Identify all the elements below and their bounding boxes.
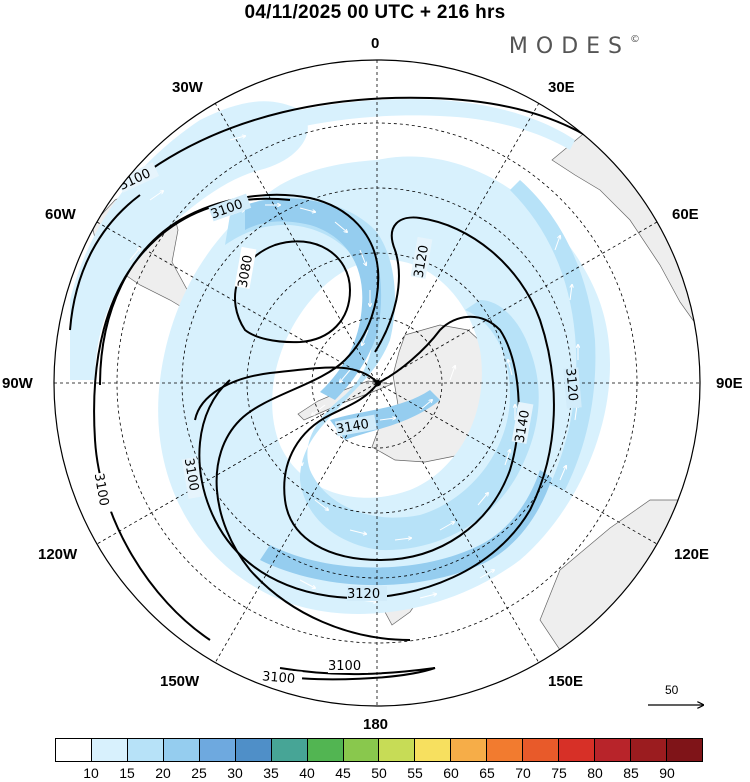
colorbar-tick-label: 85	[623, 765, 639, 781]
contour-3100-north	[99, 193, 411, 641]
colorbar-tick-label: 80	[587, 765, 603, 781]
colorbar-tick-label: 25	[191, 765, 207, 781]
colorbar-tick-label: 70	[515, 765, 531, 781]
colorbar-swatch	[666, 739, 702, 761]
brand-name: MODES	[508, 34, 630, 59]
lon-label-120e: 120E	[674, 546, 710, 563]
colorbar-tick-label: 40	[299, 765, 315, 781]
contour-3100-south	[279, 667, 436, 681]
contour-label: 3140	[335, 417, 370, 438]
colorbar-swatch	[487, 739, 524, 761]
brand-mark: ©	[630, 34, 640, 45]
lon-label-30w: 30W	[172, 79, 203, 96]
lon-label-120w: 120W	[38, 546, 78, 563]
lon-label-90w: 90W	[2, 375, 33, 392]
lon-label-60e: 60E	[672, 206, 699, 223]
colorbar	[55, 738, 703, 762]
colorbar-tick-label: 65	[479, 765, 495, 781]
height-contours	[69, 96, 586, 681]
colorbar-tick-label: 10	[83, 765, 99, 781]
colorbar-tick-label: 20	[155, 765, 171, 781]
map-boundary	[53, 59, 701, 707]
contour-3120-west	[194, 366, 379, 421]
contour-label: 3120	[562, 367, 580, 401]
contour-label: 3140	[513, 409, 534, 444]
contour-label: 3120	[412, 244, 433, 279]
reference-vector-label: 50	[665, 683, 679, 697]
lon-label-150w: 150W	[160, 673, 200, 690]
colorbar-swatch	[415, 739, 452, 761]
colorbar-swatch	[379, 739, 416, 761]
lon-label-30e: 30E	[548, 79, 575, 96]
colorbar-tick-label: 75	[551, 765, 567, 781]
wind-band-streak-right	[510, 180, 596, 490]
lon-label-180: 180	[363, 716, 389, 733]
contour-label: 3080	[236, 254, 257, 289]
colorbar-swatch	[91, 739, 128, 761]
contour-3140	[283, 315, 520, 562]
colorbar-swatch	[631, 739, 667, 761]
colorbar-swatch	[199, 739, 236, 761]
map-title: 04/11/2025 00 UTC + 216 hrs	[244, 2, 506, 23]
colorbar-swatch	[343, 739, 380, 761]
colorbar-swatch	[163, 739, 200, 761]
colorbar-swatch	[235, 739, 272, 761]
wind-band-streak-top	[180, 99, 575, 165]
colorbar-tick-label: 90	[659, 765, 675, 781]
colorbar-tick-label: 60	[443, 765, 459, 781]
colorbar-swatch	[523, 739, 560, 761]
lon-label-60w: 60W	[45, 206, 76, 223]
colorbar-tick-label: 15	[119, 765, 135, 781]
colorbar-swatch	[595, 739, 631, 761]
colorbar-swatch	[127, 739, 164, 761]
lon-label-150e: 150E	[548, 673, 584, 690]
contour-label: 3100	[261, 669, 295, 687]
contour-label: 3120	[347, 587, 380, 602]
colorbar-tick-label: 30	[227, 765, 243, 781]
contour-label: 3100	[181, 457, 202, 492]
colorbar-swatch	[451, 739, 488, 761]
contour-label: 3100	[91, 472, 112, 507]
colorbar-labels: 10 15 20 25 30 35 40 45 50 55 60 65 70 75 80 85 90	[55, 765, 703, 781]
colorbar-tick-label: 45	[335, 765, 351, 781]
colorbar-swatch	[56, 739, 92, 761]
colorbar-tick-label: 50	[371, 765, 387, 781]
pole-marker	[375, 380, 381, 386]
colorbar-swatch	[271, 739, 308, 761]
colorbar-swatch	[559, 739, 596, 761]
wind-band-cape-jet	[70, 101, 308, 381]
lon-label-90e: 90E	[716, 375, 743, 392]
australia-land	[539, 499, 700, 671]
colorbar-tick-label: 35	[263, 765, 279, 781]
contour-label: 3100	[328, 659, 361, 674]
contour-3120-inner	[198, 216, 555, 600]
lon-label-0: 0	[371, 35, 380, 52]
colorbar-tick-label: 55	[407, 765, 423, 781]
contour-3100-outer	[69, 96, 586, 641]
colorbar-swatch	[307, 739, 344, 761]
brand-logo: MODES©	[509, 34, 640, 59]
